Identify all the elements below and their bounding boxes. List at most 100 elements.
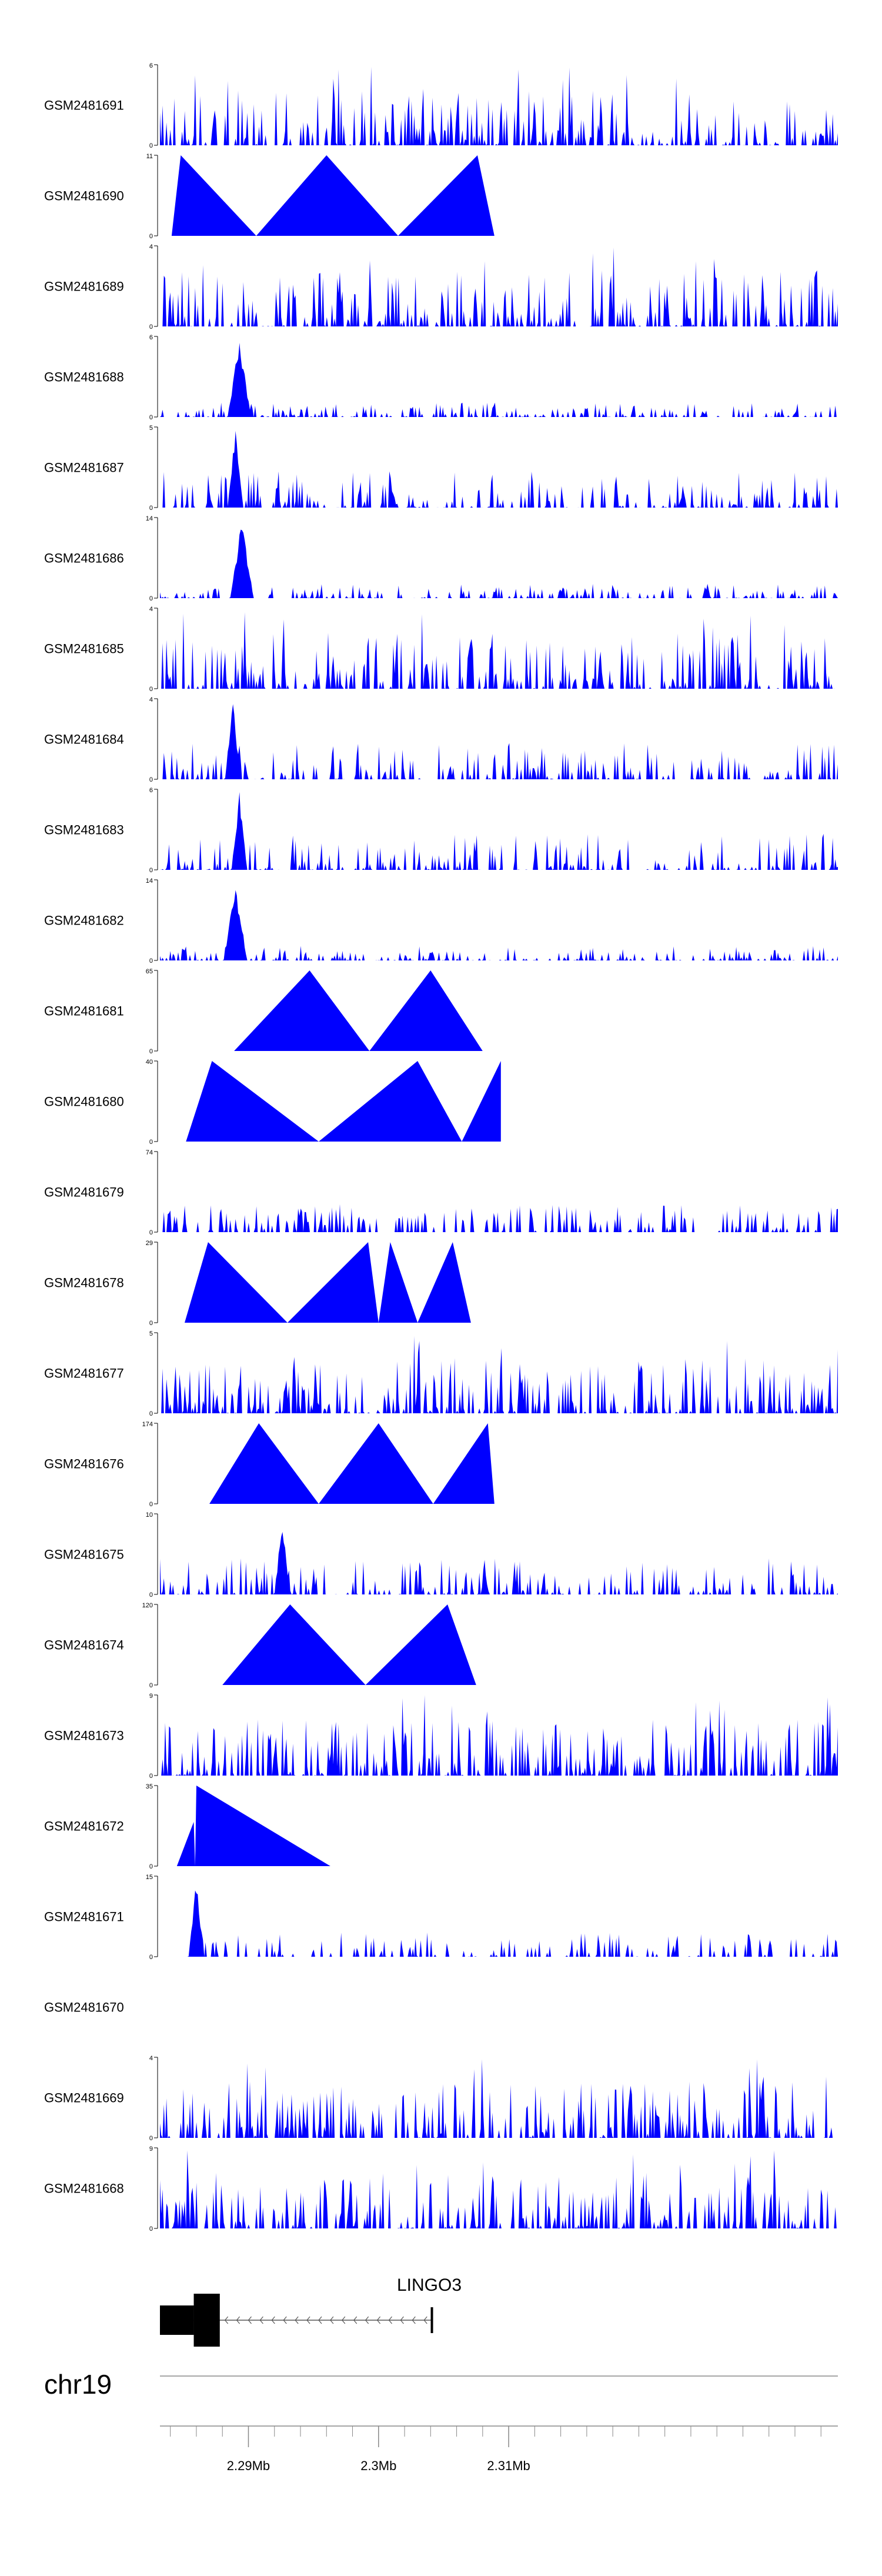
coverage-area bbox=[160, 2150, 838, 2228]
track: GSM2481683 6 0 bbox=[44, 787, 838, 874]
track-ymin-label: 0 bbox=[149, 957, 153, 965]
track-ymin-label: 0 bbox=[149, 595, 153, 602]
coverage-area bbox=[160, 1204, 838, 1232]
track: GSM2481672 35 0 bbox=[44, 1783, 330, 1870]
track-sample-label: GSM2481687 bbox=[44, 461, 124, 475]
track-ymax-label: 9 bbox=[149, 2145, 153, 2153]
track-ymax-label: 14 bbox=[146, 515, 153, 522]
coverage-area bbox=[160, 1695, 838, 1776]
track-ymax-label: 65 bbox=[146, 968, 153, 975]
axis-tick-label: 2.31Mb bbox=[487, 2458, 530, 2473]
track: GSM2481691 6 0 bbox=[44, 62, 838, 149]
track-sample-label: GSM2481678 bbox=[44, 1276, 124, 1290]
track-sample-label: GSM2481675 bbox=[44, 1547, 124, 1562]
track-sample-label: GSM2481682 bbox=[44, 913, 124, 928]
track-ymax-label: 40 bbox=[146, 1059, 153, 1066]
track-ymin-label: 0 bbox=[149, 414, 153, 421]
strand-arrow bbox=[365, 2316, 369, 2324]
track: GSM2481686 14 0 bbox=[44, 515, 838, 602]
coverage-area bbox=[209, 1423, 495, 1504]
strand-arrow bbox=[342, 2316, 346, 2324]
track-ymax-label: 74 bbox=[146, 1149, 153, 1156]
track-ymax-label: 4 bbox=[149, 696, 153, 703]
track: GSM2481682 14 0 bbox=[44, 877, 838, 965]
track: GSM2481675 10 0 bbox=[44, 1511, 838, 1599]
track: GSM2481681 65 0 bbox=[44, 968, 483, 1055]
track-ymin-label: 0 bbox=[149, 867, 153, 874]
coverage-area bbox=[160, 343, 838, 417]
track-ymax-label: 10 bbox=[146, 1511, 153, 1519]
track-ymin-label: 0 bbox=[149, 1229, 153, 1236]
track-sample-label: GSM2481673 bbox=[44, 1729, 124, 1743]
track: GSM2481673 9 0 bbox=[44, 1693, 838, 1780]
coverage-area bbox=[160, 2059, 838, 2138]
coverage-area bbox=[160, 431, 838, 508]
strand-arrow bbox=[330, 2316, 334, 2324]
track-ymax-label: 4 bbox=[149, 2055, 153, 2062]
chromosome-label: chr19 bbox=[44, 2369, 112, 2400]
track: GSM2481689 4 0 bbox=[44, 243, 838, 331]
track-ymin-label: 0 bbox=[149, 323, 153, 331]
exon-utr bbox=[160, 2305, 194, 2335]
track-sample-label: GSM2481674 bbox=[44, 1638, 124, 1653]
axis-tick-label: 2.29Mb bbox=[227, 2458, 270, 2473]
coverage-area bbox=[160, 66, 838, 145]
track: GSM2481677 5 0 bbox=[44, 1330, 838, 1417]
exon-cds bbox=[193, 2294, 220, 2347]
track: GSM2481678 29 0 bbox=[44, 1240, 471, 1327]
track-sample-label: GSM2481683 bbox=[44, 823, 124, 837]
tracks: GSM248169160GSM2481690110GSM248168940GSM… bbox=[44, 62, 838, 2233]
track-sample-label: GSM2481684 bbox=[44, 732, 124, 747]
track-ymin-label: 0 bbox=[149, 2135, 153, 2142]
strand-arrow bbox=[423, 2316, 427, 2324]
strand-arrow bbox=[318, 2316, 322, 2324]
track-sample-label: GSM2481676 bbox=[44, 1457, 124, 1471]
strand-arrow bbox=[224, 2316, 229, 2324]
track-ymax-label: 15 bbox=[146, 1874, 153, 1881]
track-ymin-label: 0 bbox=[149, 1048, 153, 1055]
strand-arrow bbox=[271, 2316, 275, 2324]
coverage-area bbox=[160, 529, 838, 598]
track-sample-label: GSM2481689 bbox=[44, 279, 124, 294]
track-sample-label: GSM2481685 bbox=[44, 642, 124, 656]
track-ymax-label: 6 bbox=[149, 334, 153, 341]
track: GSM2481676 174 0 bbox=[44, 1421, 495, 1508]
track-ymin-label: 0 bbox=[149, 142, 153, 149]
gene-annotation: LINGO3 bbox=[160, 2275, 462, 2347]
coverage-area bbox=[160, 1531, 838, 1594]
track-sample-label: GSM2481670 bbox=[44, 2000, 124, 2015]
track-sample-label: GSM2481668 bbox=[44, 2181, 124, 2196]
track: GSM2481669 4 0 bbox=[44, 2055, 838, 2142]
track-sample-label: GSM2481677 bbox=[44, 1366, 124, 1381]
track-ymax-label: 174 bbox=[142, 1421, 153, 1428]
track-sample-label: GSM2481679 bbox=[44, 1185, 124, 1200]
track-ymax-label: 6 bbox=[149, 62, 153, 69]
coverage-area bbox=[160, 792, 838, 870]
coverage-area bbox=[234, 970, 483, 1051]
track: GSM2481670 bbox=[44, 2000, 124, 2015]
strand-arrow bbox=[306, 2316, 310, 2324]
track-ymin-label: 0 bbox=[149, 1773, 153, 1780]
track-ymax-label: 120 bbox=[142, 1602, 153, 1609]
strand-arrow bbox=[259, 2316, 263, 2324]
track: GSM2481684 4 0 bbox=[44, 696, 838, 783]
track-ymin-label: 0 bbox=[149, 1682, 153, 1689]
strand-arrow bbox=[353, 2316, 358, 2324]
track: GSM2481671 15 0 bbox=[44, 1874, 838, 1961]
coverage-area bbox=[160, 247, 838, 326]
track-ymin-label: 0 bbox=[149, 776, 153, 783]
track-ymin-label: 0 bbox=[149, 505, 153, 512]
strand-arrow bbox=[412, 2316, 416, 2324]
genome-axis: chr19 2.29Mb 2.3Mb 2.31Mb bbox=[44, 2369, 838, 2473]
track-ymin-label: 0 bbox=[149, 2225, 153, 2233]
track-ymax-label: 35 bbox=[146, 1783, 153, 1790]
track-sample-label: GSM2481671 bbox=[44, 1910, 124, 1924]
track-sample-label: GSM2481686 bbox=[44, 551, 124, 566]
track: GSM2481679 74 0 bbox=[44, 1149, 838, 1236]
strand-arrow bbox=[295, 2316, 299, 2324]
track: GSM2481668 9 0 bbox=[44, 2145, 838, 2233]
track-ymax-label: 9 bbox=[149, 1693, 153, 1700]
track-ymin-label: 0 bbox=[149, 1139, 153, 1146]
track-sample-label: GSM2481688 bbox=[44, 370, 124, 385]
track: GSM2481680 40 0 bbox=[44, 1059, 501, 1146]
